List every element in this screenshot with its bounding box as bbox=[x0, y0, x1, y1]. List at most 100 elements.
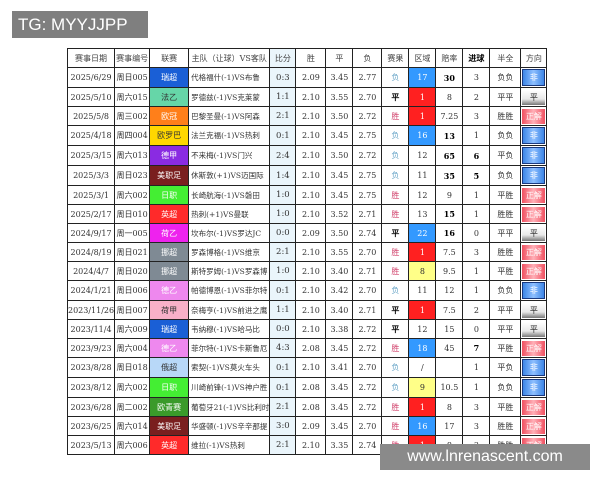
cell-code: 周日021 bbox=[114, 242, 151, 262]
cell-code: 周六013 bbox=[114, 145, 151, 166]
cell-loss: 2.72 bbox=[352, 145, 383, 166]
cell-half-full: 平负 bbox=[489, 145, 522, 166]
cell-half-full: 胜胜 bbox=[489, 106, 522, 126]
cell-goals: 1 bbox=[462, 125, 491, 146]
header-score: 比分 bbox=[269, 48, 297, 68]
cell-win: 2.10 bbox=[295, 204, 327, 224]
cell-code: 周日018 bbox=[114, 357, 151, 378]
cell-date: 2023/9/23 bbox=[66, 338, 116, 358]
direction-badge: 平 bbox=[522, 89, 546, 105]
cell-goals: 2 bbox=[462, 87, 491, 107]
cell-direction: 平 bbox=[520, 319, 548, 339]
cell-match: 川崎前锋(-1)VS神户胜 bbox=[188, 377, 271, 398]
cell-loss: 2.70 bbox=[352, 242, 383, 262]
cell-direction: 非 bbox=[520, 125, 548, 146]
cell-win: 2.08 bbox=[295, 397, 327, 417]
cell-loss: 2.71 bbox=[352, 261, 383, 281]
cell-score: 0:3 bbox=[269, 67, 297, 88]
cell-draw: 3.45 bbox=[325, 338, 354, 358]
cell-direction: 正解 bbox=[520, 242, 548, 262]
table-row: 2025/3/3 周日023 美职足 休斯敦(+1)VS迈国际 1:4 2.10 3.45 2… bbox=[66, 165, 548, 186]
cell-score: 2:1 bbox=[269, 435, 297, 455]
cell-win: 2.08 bbox=[295, 377, 327, 398]
cell-code: 周六004 bbox=[114, 338, 151, 358]
cell-match: 长崎航海(-1)VS磐田 bbox=[188, 185, 271, 205]
direction-badge: 非 bbox=[522, 167, 546, 184]
cell-loss: 2.72 bbox=[352, 397, 383, 417]
cell-goals: 3 bbox=[462, 242, 491, 262]
cell-score: 0:1 bbox=[269, 280, 297, 301]
table-row: 2023/11/4 周六009 瑞超 韦纳穆(-1)VS哈马比 0:0 2.10 3.38 2… bbox=[66, 319, 548, 339]
cell-zone: 12 bbox=[408, 145, 437, 166]
direction-badge: 非 bbox=[522, 69, 546, 86]
cell-league: 英超 bbox=[149, 204, 190, 224]
cell-draw: 3.52 bbox=[325, 204, 354, 224]
cell-date: 2023/5/13 bbox=[66, 435, 116, 455]
table-row: 2024/4/7 周日020 挪超 斯特罗姆(-1)VS罗森博 1:0 2.10 3.40 2… bbox=[66, 261, 548, 281]
cell-loss: 2.72 bbox=[352, 106, 383, 126]
cell-half-full: 平平 bbox=[489, 300, 522, 320]
cell-date: 2023/8/28 bbox=[66, 357, 116, 378]
cell-direction: 正解 bbox=[520, 185, 548, 205]
direction-badge: 非 bbox=[522, 379, 546, 396]
cell-league: 俄超 bbox=[149, 357, 190, 378]
cell-goals: 0 bbox=[462, 223, 491, 243]
cell-odds: 65 bbox=[435, 145, 464, 166]
cell-win: 2.10 bbox=[295, 261, 327, 281]
direction-badge: 平 bbox=[522, 302, 546, 318]
cell-half-full: 平平 bbox=[489, 319, 522, 339]
header-result: 赛果 bbox=[381, 48, 410, 68]
direction-badge: 非 bbox=[522, 359, 546, 376]
cell-half-full: 平负 bbox=[489, 357, 522, 378]
cell-win: 2.09 bbox=[295, 416, 327, 436]
direction-badge: 正解 bbox=[522, 206, 546, 222]
cell-loss: 2.70 bbox=[352, 87, 383, 107]
cell-match: 罗森博格(-1)VS维京 bbox=[188, 242, 271, 262]
cell-odds: 16 bbox=[435, 223, 464, 243]
cell-date: 2025/5/8 bbox=[66, 106, 116, 126]
match-table: 赛事日期 赛事编号 联赛 主队（让球）VS客队 比分胜平负赛果 区域 赔率 进球 半全 方向 20… bbox=[66, 48, 548, 455]
header-match: 主队（让球）VS客队 bbox=[188, 48, 271, 68]
cell-win: 2.08 bbox=[295, 338, 327, 358]
cell-half-full: 平胜 bbox=[489, 185, 522, 205]
cell-zone: 17 bbox=[408, 67, 437, 88]
cell-date: 2023/11/26 bbox=[66, 300, 116, 320]
cell-date: 2023/8/12 bbox=[66, 377, 116, 398]
cell-league: 欧罗巴 bbox=[149, 125, 190, 146]
cell-direction: 平 bbox=[520, 300, 548, 320]
cell-code: 周日023 bbox=[114, 165, 151, 186]
cell-league: 荷甲 bbox=[149, 300, 190, 320]
cell-odds bbox=[435, 357, 464, 378]
table-row: 2023/9/23 周六004 德乙 菲尔特(-1)VS卡斯鲁厄 4:3 2.08 3.45… bbox=[66, 338, 548, 358]
cell-result: 胜 bbox=[381, 106, 410, 126]
cell-code: 周六014 bbox=[114, 416, 151, 436]
header-league: 联赛 bbox=[149, 48, 190, 68]
cell-draw: 3.50 bbox=[325, 223, 354, 243]
cell-match: 奈梅亨(-1)VS前进之鹰 bbox=[188, 300, 271, 320]
cell-draw: 3.50 bbox=[325, 145, 354, 166]
cell-odds: 9 bbox=[435, 185, 464, 205]
cell-zone: 16 bbox=[408, 125, 437, 146]
cell-half-full: 负负 bbox=[489, 125, 522, 146]
cell-direction: 非 bbox=[520, 67, 548, 88]
header-win: 胜 bbox=[295, 48, 327, 68]
cell-win: 2.10 bbox=[295, 280, 327, 301]
cell-result: 胜 bbox=[381, 242, 410, 262]
cell-goals: 1 bbox=[462, 377, 491, 398]
table-row: 2025/3/1 周六002 日职 长崎航海(-1)VS磐田 1:0 2.10 3.45 2.… bbox=[66, 185, 548, 205]
cell-win: 2.10 bbox=[295, 125, 327, 146]
table-row: 2025/4/18 周四004 欧罗巴 法兰克福(-1)VS热刺 0:1 2.10 3.45… bbox=[66, 125, 548, 146]
table-header: 赛事日期 赛事编号 联赛 主队（让球）VS客队 比分胜平负赛果 区域 赔率 进球 半全 方向 bbox=[66, 48, 548, 68]
cell-match: 菲尔特(-1)VS卡斯鲁厄 bbox=[188, 338, 271, 358]
cell-date: 2024/4/7 bbox=[66, 261, 116, 281]
cell-match: 代格福什(-1)VS布鲁 bbox=[188, 67, 271, 88]
cell-half-full: 胜胜 bbox=[489, 242, 522, 262]
cell-score: 2:1 bbox=[269, 106, 297, 126]
cell-date: 2025/2/17 bbox=[66, 204, 116, 224]
cell-draw: 3.41 bbox=[325, 357, 354, 378]
cell-date: 2025/3/1 bbox=[66, 185, 116, 205]
cell-score: 1:0 bbox=[269, 261, 297, 281]
header-half-full: 半全 bbox=[489, 48, 522, 68]
direction-badge: 正解 bbox=[522, 340, 546, 356]
table-row: 2025/5/8 周三002 欧冠 巴黎圣曼(-1)VS阿森 2:1 2.10 3.50 2.… bbox=[66, 106, 548, 126]
